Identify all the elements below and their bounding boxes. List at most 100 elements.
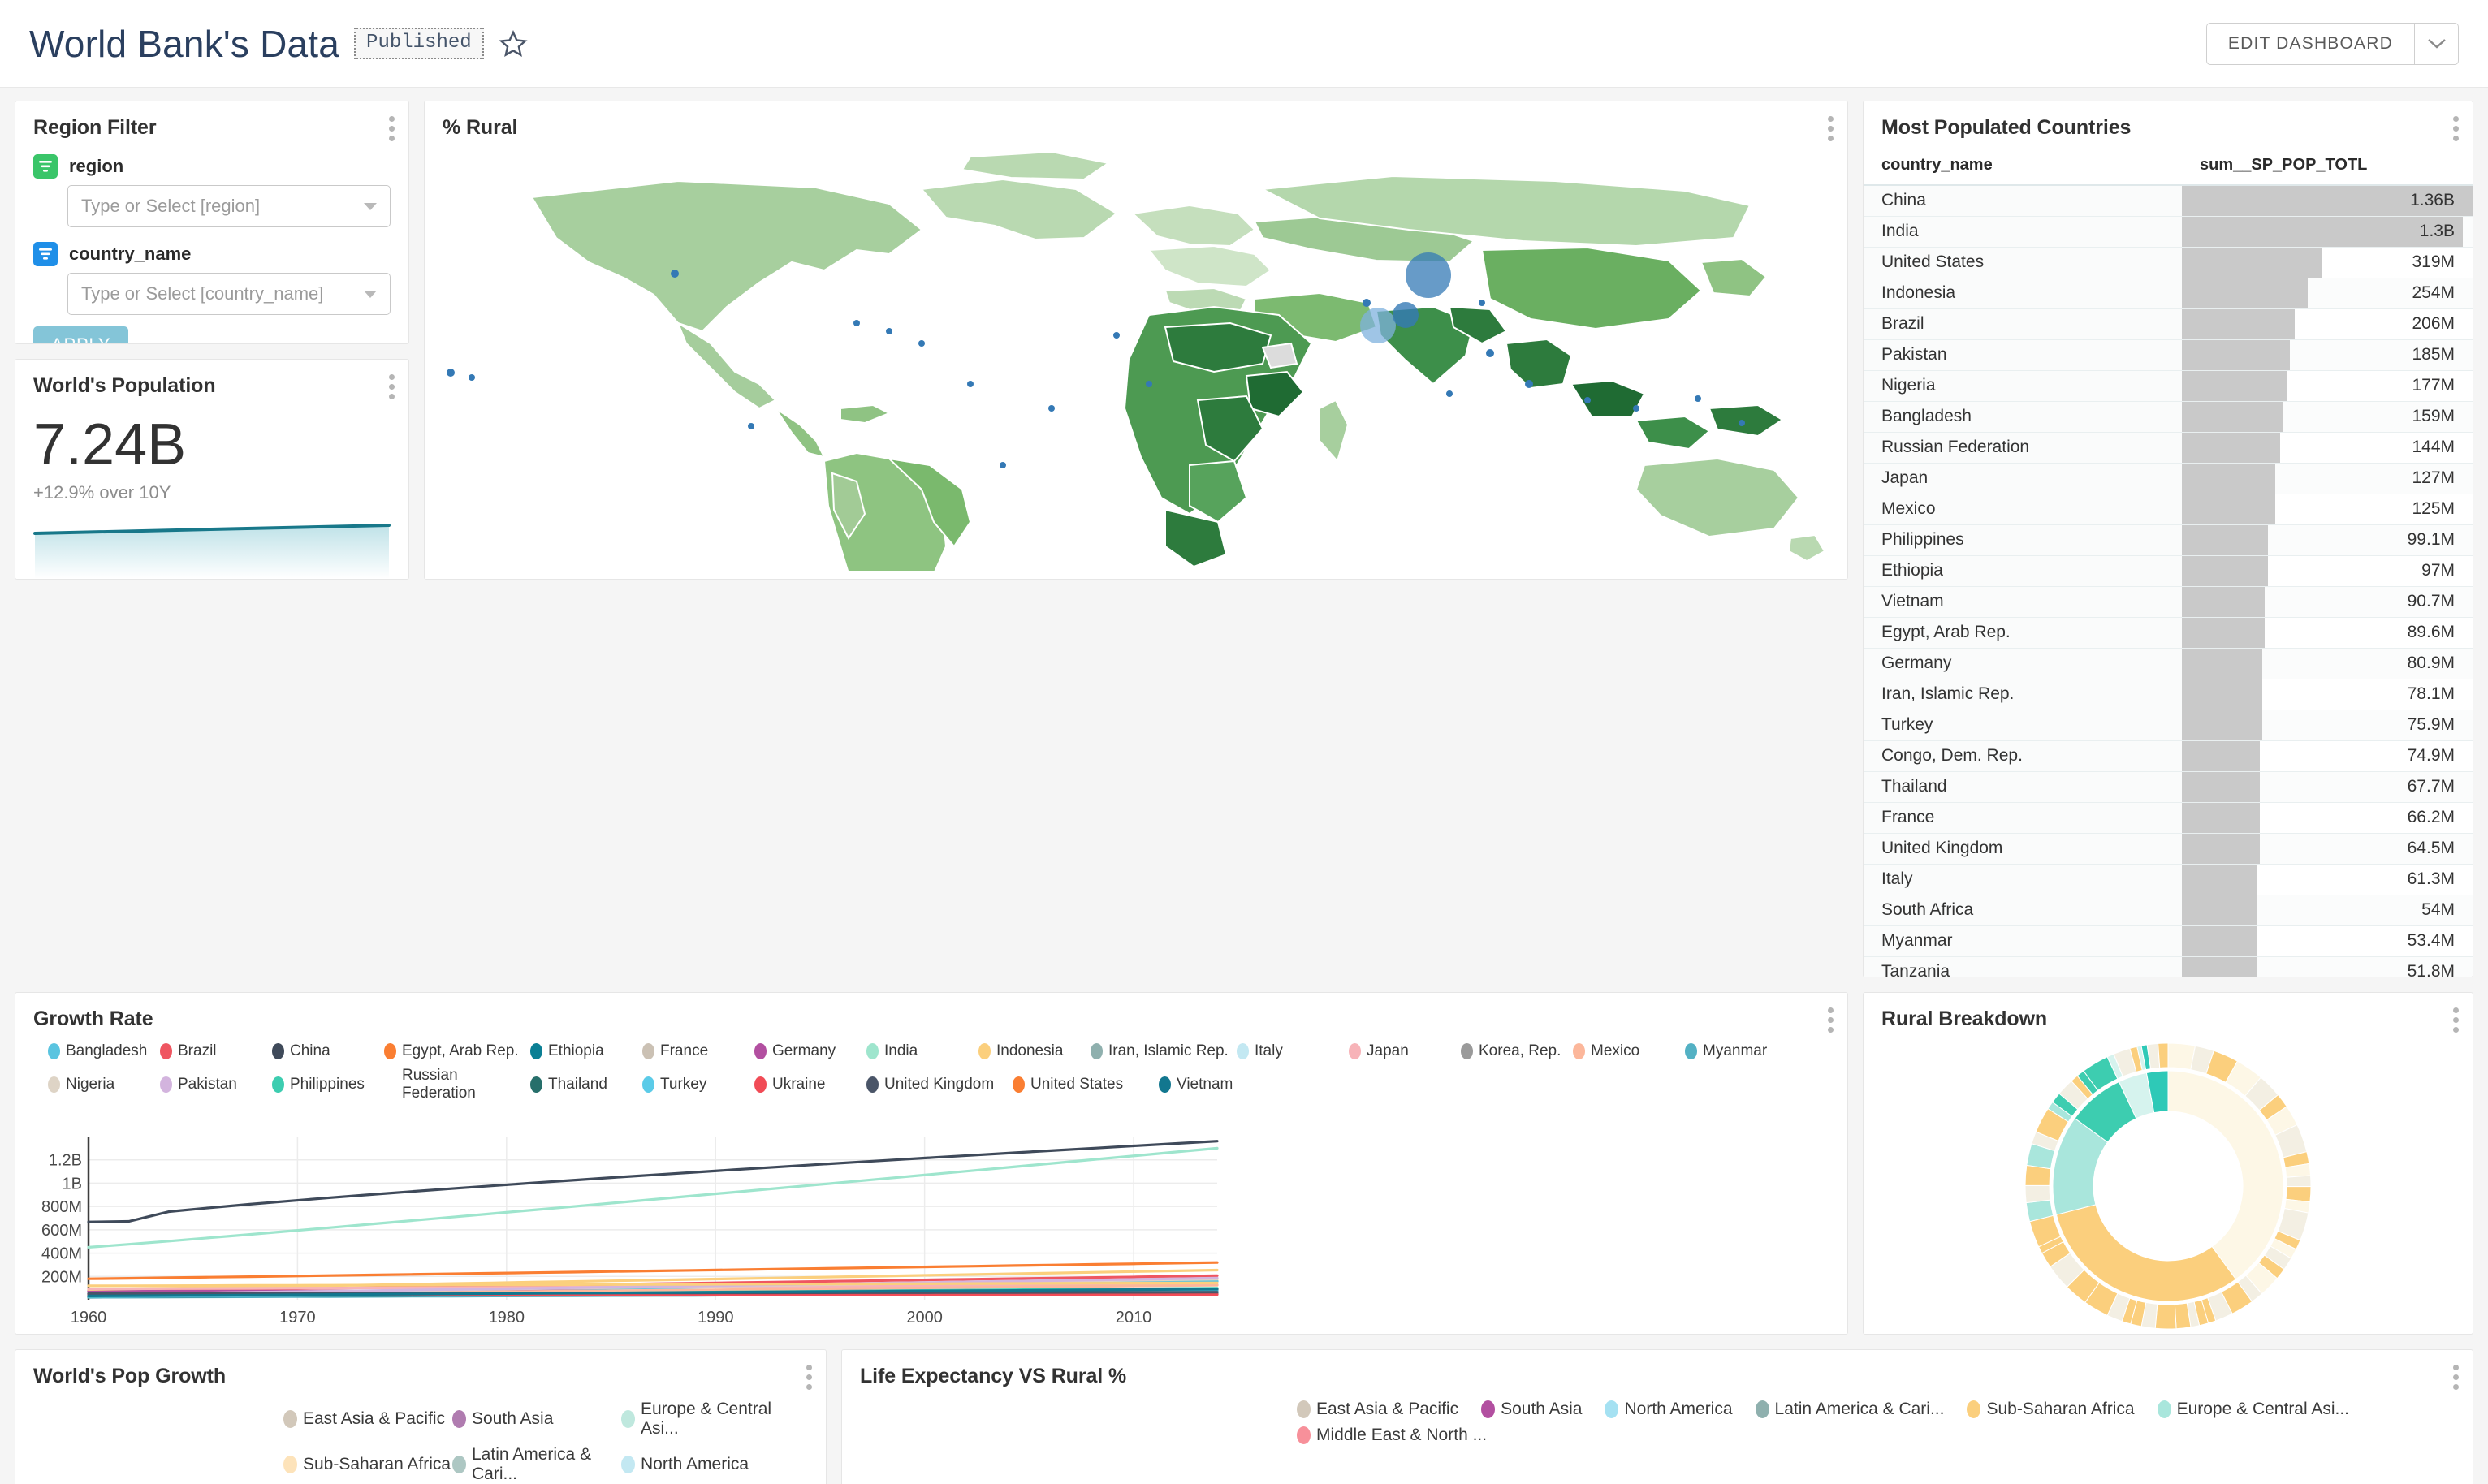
legend-item[interactable]: Thailand xyxy=(530,1067,642,1102)
legend-item[interactable]: India xyxy=(866,1042,978,1060)
legend-item[interactable]: Pakistan xyxy=(160,1067,272,1102)
card-menu-icon[interactable] xyxy=(2453,1365,2460,1390)
legend-item[interactable]: Sub-Saharan Africa xyxy=(1967,1400,2134,1419)
legend-item[interactable]: Japan xyxy=(1349,1042,1461,1060)
table-row[interactable]: Myanmar 53.4M xyxy=(1864,925,2473,956)
legend-item[interactable]: Mexico xyxy=(1573,1042,1685,1060)
legend-item[interactable]: South Asia xyxy=(1481,1400,1582,1419)
legend-label: South Asia xyxy=(472,1409,553,1429)
legend-item[interactable]: Latin America & Cari... xyxy=(452,1445,621,1484)
status-badge[interactable]: Published xyxy=(354,28,484,59)
table-row[interactable]: China 1.36B xyxy=(1864,185,2473,216)
legend-item[interactable]: Indonesia xyxy=(978,1042,1091,1060)
table-row[interactable]: Vietnam 90.7M xyxy=(1864,586,2473,617)
growth-rate-line-chart[interactable]: 200M 400M 600M 800M 1B 1.2B 1960 1970 1980 1990 20… xyxy=(25,1132,1227,1331)
legend-item[interactable]: Russian Federation xyxy=(384,1067,530,1102)
table-row[interactable]: India 1.3B xyxy=(1864,216,2473,247)
legend-item[interactable]: Ethiopia xyxy=(530,1042,642,1060)
table-row[interactable]: South Africa 54M xyxy=(1864,895,2473,925)
legend-color-swatch xyxy=(754,1076,767,1093)
table-row[interactable]: United Kingdom 64.5M xyxy=(1864,833,2473,864)
column-header-country-name[interactable]: country_name xyxy=(1864,149,2182,185)
table-row[interactable]: Italy 61.3M xyxy=(1864,864,2473,895)
legend-label: East Asia & Pacific xyxy=(1316,1400,1458,1419)
table-row[interactable]: Mexico 125M xyxy=(1864,494,2473,524)
table-row[interactable]: Pakistan 185M xyxy=(1864,339,2473,370)
legend-item[interactable]: Egypt, Arab Rep. xyxy=(384,1042,530,1060)
table-row[interactable]: Japan 127M xyxy=(1864,463,2473,494)
apply-button[interactable]: APPLY xyxy=(33,326,128,344)
legend-label: United Kingdom xyxy=(884,1076,994,1094)
card-menu-icon[interactable] xyxy=(389,374,395,399)
chevron-down-icon[interactable] xyxy=(364,291,377,298)
svg-text:400M: 400M xyxy=(41,1245,82,1263)
legend-item[interactable]: Bangladesh xyxy=(48,1042,160,1060)
legend-item[interactable]: Germany xyxy=(754,1042,866,1060)
legend-item[interactable]: Vietnam xyxy=(1159,1067,1271,1102)
table-row[interactable]: Russian Federation 144M xyxy=(1864,432,2473,463)
chevron-down-icon[interactable] xyxy=(2415,23,2459,65)
cell-bar xyxy=(2182,556,2268,586)
edit-dashboard-button[interactable]: EDIT DASHBOARD xyxy=(2206,23,2415,65)
legend-item[interactable]: United States xyxy=(1013,1067,1159,1102)
legend-color-swatch xyxy=(530,1043,542,1059)
star-icon[interactable] xyxy=(499,29,528,58)
legend-item[interactable]: France xyxy=(642,1042,754,1060)
legend-color-swatch xyxy=(978,1043,991,1059)
cell-value: 177M xyxy=(2412,376,2473,395)
table-row[interactable]: Philippines 99.1M xyxy=(1864,524,2473,555)
legend-item[interactable]: Europe & Central Asi... xyxy=(2158,1400,2349,1419)
legend-item[interactable]: Middle East & North ... xyxy=(1297,1426,1487,1445)
legend-item[interactable]: United Kingdom xyxy=(866,1067,1013,1102)
country-name-select[interactable]: Type or Select [country_name] xyxy=(67,273,391,315)
legend-item[interactable]: East Asia & Pacific xyxy=(1297,1400,1458,1419)
legend-item[interactable]: Nigeria xyxy=(48,1067,160,1102)
table-row[interactable]: Congo, Dem. Rep. 74.9M xyxy=(1864,740,2473,771)
card-menu-icon[interactable] xyxy=(389,116,395,141)
legend-item[interactable]: East Asia & Pacific xyxy=(283,1400,452,1439)
table-row[interactable]: Bangladesh 159M xyxy=(1864,401,2473,432)
cell-value: 159M xyxy=(2412,407,2473,426)
legend-item[interactable]: Philippines xyxy=(272,1067,384,1102)
table-row[interactable]: Egypt, Arab Rep. 89.6M xyxy=(1864,617,2473,648)
table-row[interactable]: Thailand 67.7M xyxy=(1864,771,2473,802)
legend-item[interactable]: Iran, Islamic Rep. xyxy=(1091,1042,1237,1060)
table-row[interactable]: Germany 80.9M xyxy=(1864,648,2473,679)
legend-item[interactable]: North America xyxy=(1605,1400,1732,1419)
table-row[interactable]: France 66.2M xyxy=(1864,802,2473,833)
table-row[interactable]: United States 319M xyxy=(1864,247,2473,278)
legend-item[interactable]: Myanmar xyxy=(1685,1042,1797,1060)
legend-item[interactable]: Europe & Central Asi... xyxy=(621,1400,790,1439)
cell-bar xyxy=(2182,710,2262,740)
world-choropleth-map[interactable] xyxy=(434,140,1842,571)
rural-breakdown-donut-chart[interactable] xyxy=(2006,1040,2330,1332)
table-row[interactable]: Iran, Islamic Rep. 78.1M xyxy=(1864,679,2473,710)
table-row[interactable]: Tanzania 51.8M xyxy=(1864,956,2473,977)
legend-item[interactable]: Ukraine xyxy=(754,1067,866,1102)
legend-item[interactable]: Italy xyxy=(1237,1042,1349,1060)
legend-label: Pakistan xyxy=(178,1076,237,1094)
card-menu-icon[interactable] xyxy=(1828,116,1834,141)
card-menu-icon[interactable] xyxy=(2453,116,2460,141)
table-row[interactable]: Indonesia 254M xyxy=(1864,278,2473,308)
table-row[interactable]: Ethiopia 97M xyxy=(1864,555,2473,586)
legend-item[interactable]: Latin America & Cari... xyxy=(1756,1400,1945,1419)
legend-item[interactable]: South Asia xyxy=(452,1400,621,1439)
legend-label: Thailand xyxy=(548,1076,607,1094)
legend-item[interactable]: North America xyxy=(621,1445,790,1484)
region-select[interactable]: Type or Select [region] xyxy=(67,185,391,227)
legend-label: North America xyxy=(1624,1400,1732,1419)
table-row[interactable]: Turkey 75.9M xyxy=(1864,710,2473,740)
table-row[interactable]: Brazil 206M xyxy=(1864,308,2473,339)
legend-item[interactable]: Turkey xyxy=(642,1067,754,1102)
chevron-down-icon[interactable] xyxy=(364,203,377,210)
card-menu-icon[interactable] xyxy=(806,1365,813,1390)
column-header-sum-sp-pop-totl[interactable]: sum__SP_POP_TOTL xyxy=(2182,149,2473,185)
legend-item[interactable]: Korea, Rep. xyxy=(1461,1042,1573,1060)
legend-item[interactable]: Sub-Saharan Africa xyxy=(283,1445,452,1484)
card-menu-icon[interactable] xyxy=(1828,1007,1834,1033)
table-row[interactable]: Nigeria 177M xyxy=(1864,370,2473,401)
legend-item[interactable]: China xyxy=(272,1042,384,1060)
card-menu-icon[interactable] xyxy=(2453,1007,2460,1033)
legend-item[interactable]: Brazil xyxy=(160,1042,272,1060)
